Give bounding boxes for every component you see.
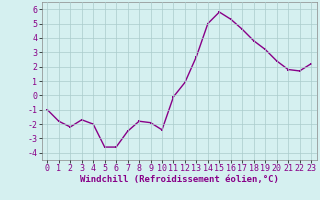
X-axis label: Windchill (Refroidissement éolien,°C): Windchill (Refroidissement éolien,°C) bbox=[80, 175, 279, 184]
